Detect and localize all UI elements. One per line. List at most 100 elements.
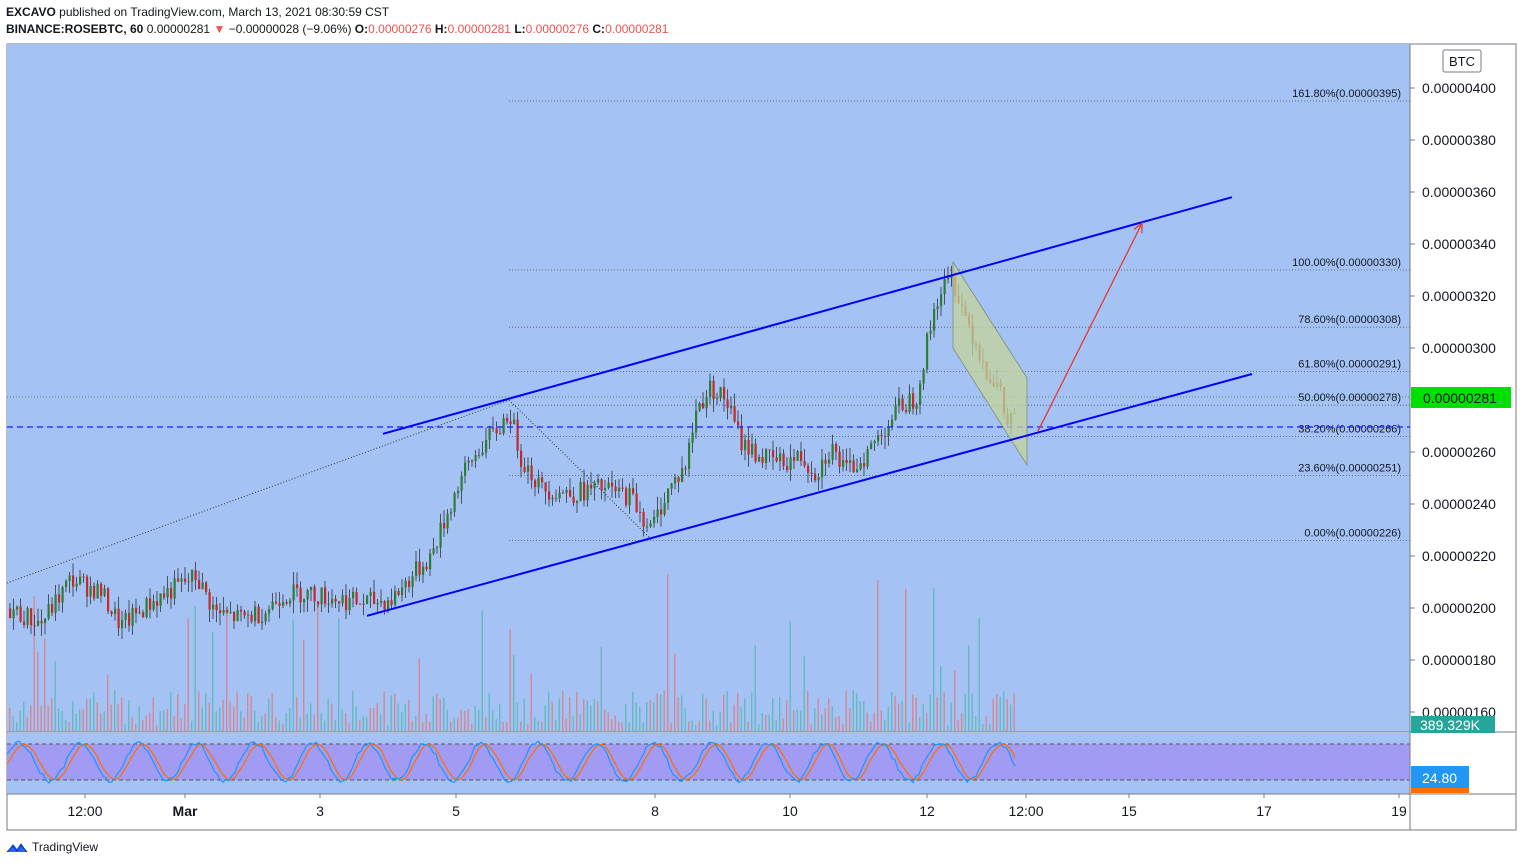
- volume-bar: [138, 706, 140, 731]
- bearish-candle: [733, 405, 736, 422]
- bullish-candle: [765, 449, 768, 463]
- long-trendline: [6, 399, 510, 584]
- bearish-candle: [93, 585, 96, 599]
- bearish-candle: [275, 601, 278, 604]
- volume-bar: [569, 697, 571, 731]
- volume-bar: [117, 704, 119, 731]
- volume-bar: [373, 707, 375, 731]
- bullish-candle: [859, 463, 862, 470]
- bullish-candle: [674, 477, 677, 484]
- bearish-candle: [243, 611, 246, 616]
- volume-bar: [723, 694, 725, 731]
- volume-bar: [877, 580, 879, 731]
- bullish-candle: [565, 490, 568, 493]
- bullish-candle: [152, 601, 155, 610]
- volume-bar: [1013, 693, 1015, 731]
- bullish-candle: [394, 590, 397, 605]
- volume-bar: [366, 717, 368, 731]
- volume-bar: [397, 703, 399, 731]
- bearish-candle: [754, 443, 757, 462]
- bullish-candle: [261, 621, 264, 624]
- volume-bar: [999, 696, 1001, 731]
- bullish-candle: [558, 492, 561, 499]
- bearish-candle: [807, 465, 810, 473]
- volume-bar: [653, 701, 655, 731]
- bullish-candle: [926, 333, 929, 370]
- bullish-candle: [271, 601, 274, 610]
- x-tick-label: 8: [651, 803, 659, 819]
- volume-bar: [807, 690, 809, 731]
- volume-bar: [754, 644, 756, 731]
- bullish-candle: [404, 580, 407, 588]
- volume-bar: [68, 721, 70, 731]
- volume-bar: [663, 690, 665, 731]
- bullish-candle: [446, 513, 449, 529]
- symbol-label: BINANCE:ROSEBTC, 60: [6, 22, 144, 36]
- current-price-value: 0.00000281: [1423, 390, 1497, 406]
- bearish-candle: [408, 580, 411, 587]
- bullish-candle: [649, 523, 652, 527]
- bearish-candle: [110, 611, 113, 615]
- volume-bar: [852, 690, 854, 731]
- volume-bar: [950, 702, 952, 731]
- bullish-candle: [943, 279, 946, 295]
- arrow-head-icon: [1133, 221, 1143, 234]
- volume-bar: [733, 704, 735, 731]
- volume-bar: [121, 697, 123, 731]
- y-tick-label: 0.00000340: [1422, 236, 1496, 252]
- bullish-candle: [282, 601, 285, 606]
- bearish-candle: [51, 604, 54, 613]
- footer-brand[interactable]: TradingView: [6, 840, 98, 854]
- bearish-candle: [184, 578, 187, 582]
- bullish-candle: [453, 493, 456, 512]
- bearish-candle: [492, 427, 495, 429]
- bullish-candle: [695, 410, 698, 433]
- bullish-candle: [436, 547, 439, 549]
- volume-bar: [114, 690, 116, 731]
- bullish-candle: [887, 426, 890, 437]
- bullish-candle: [191, 570, 194, 582]
- volume-bar: [177, 694, 179, 731]
- fib-level-label: 161.80%(0.00000395): [1292, 88, 1401, 100]
- bullish-candle: [303, 599, 306, 603]
- volume-bar: [65, 720, 67, 731]
- y-tick-label: 0.00000240: [1422, 496, 1496, 512]
- bearish-candle: [642, 512, 645, 527]
- volume-bar: [551, 701, 553, 731]
- volume-bar: [212, 632, 214, 731]
- bearish-candle: [726, 399, 729, 409]
- bullish-candle: [439, 522, 442, 548]
- bullish-candle: [138, 612, 141, 614]
- author-name[interactable]: EXCAVO: [6, 5, 56, 19]
- volume-bar: [289, 707, 291, 731]
- bearish-candle: [901, 398, 904, 410]
- bearish-candle: [23, 621, 26, 625]
- bearish-candle: [768, 449, 771, 451]
- volume-bar: [684, 708, 686, 731]
- volume-bar: [33, 595, 35, 731]
- volume-bar: [744, 698, 746, 731]
- volume-bar: [593, 698, 595, 731]
- volume-bar: [432, 696, 434, 731]
- bearish-candle: [835, 444, 838, 452]
- volume-bar: [26, 716, 28, 731]
- x-tick-label: 12:00: [1008, 803, 1043, 819]
- volume-bar: [75, 713, 77, 731]
- bullish-candle: [663, 502, 666, 515]
- volume-bar: [863, 701, 865, 731]
- bearish-candle: [880, 434, 883, 437]
- volume-bar: [243, 716, 245, 731]
- bearish-candle: [58, 594, 61, 603]
- volume-bar: [649, 700, 651, 731]
- volume-bar: [376, 703, 378, 731]
- volume-bar: [226, 609, 228, 731]
- volume-bar: [842, 724, 844, 731]
- fib-level-label: 78.60%(0.00000308): [1298, 314, 1401, 326]
- volume-bar: [296, 696, 298, 731]
- volume-bar: [145, 715, 147, 731]
- bullish-candle: [289, 600, 292, 604]
- bullish-candle: [79, 576, 82, 584]
- pullback-trendline: [508, 399, 653, 541]
- bullish-candle: [180, 578, 183, 582]
